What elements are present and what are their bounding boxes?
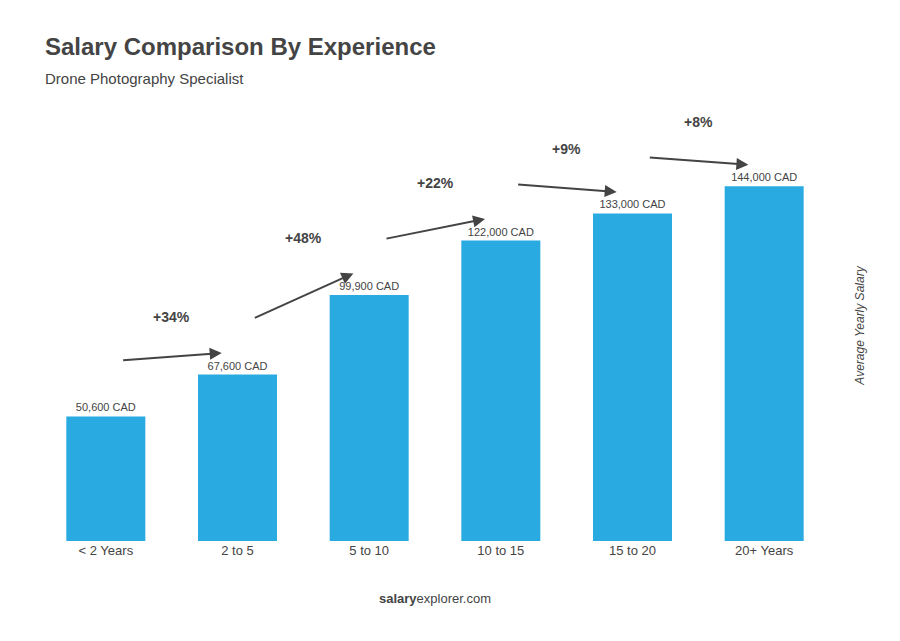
svg-text:+22%: +22%: [417, 175, 454, 191]
svg-text:10 to 15: 10 to 15: [477, 543, 524, 558]
svg-text:+8%: +8%: [684, 114, 713, 130]
svg-text:< 2 Years: < 2 Years: [79, 543, 134, 558]
svg-text:5 to 10: 5 to 10: [349, 543, 389, 558]
svg-text:salaryexplorer.com: salaryexplorer.com: [379, 591, 491, 606]
svg-text:144,000 CAD: 144,000 CAD: [731, 171, 797, 183]
svg-text:50,600 CAD: 50,600 CAD: [76, 401, 136, 413]
svg-text:+9%: +9%: [552, 141, 581, 157]
svg-text:133,000 CAD: 133,000 CAD: [599, 198, 665, 210]
svg-text:Drone Photography Specialist: Drone Photography Specialist: [45, 70, 244, 87]
svg-text:2 to 5: 2 to 5: [221, 543, 254, 558]
svg-text:Average Yearly Salary: Average Yearly Salary: [853, 265, 867, 385]
svg-text:+34%: +34%: [153, 309, 190, 325]
svg-text:Salary Comparison By Experienc: Salary Comparison By Experience: [45, 33, 436, 60]
svg-text:+48%: +48%: [285, 230, 322, 246]
svg-text:20+ Years: 20+ Years: [735, 543, 794, 558]
svg-text:15 to 20: 15 to 20: [609, 543, 656, 558]
svg-text:122,000 CAD: 122,000 CAD: [468, 226, 534, 238]
svg-text:67,600 CAD: 67,600 CAD: [208, 360, 268, 372]
svg-text:99,900 CAD: 99,900 CAD: [339, 280, 399, 292]
